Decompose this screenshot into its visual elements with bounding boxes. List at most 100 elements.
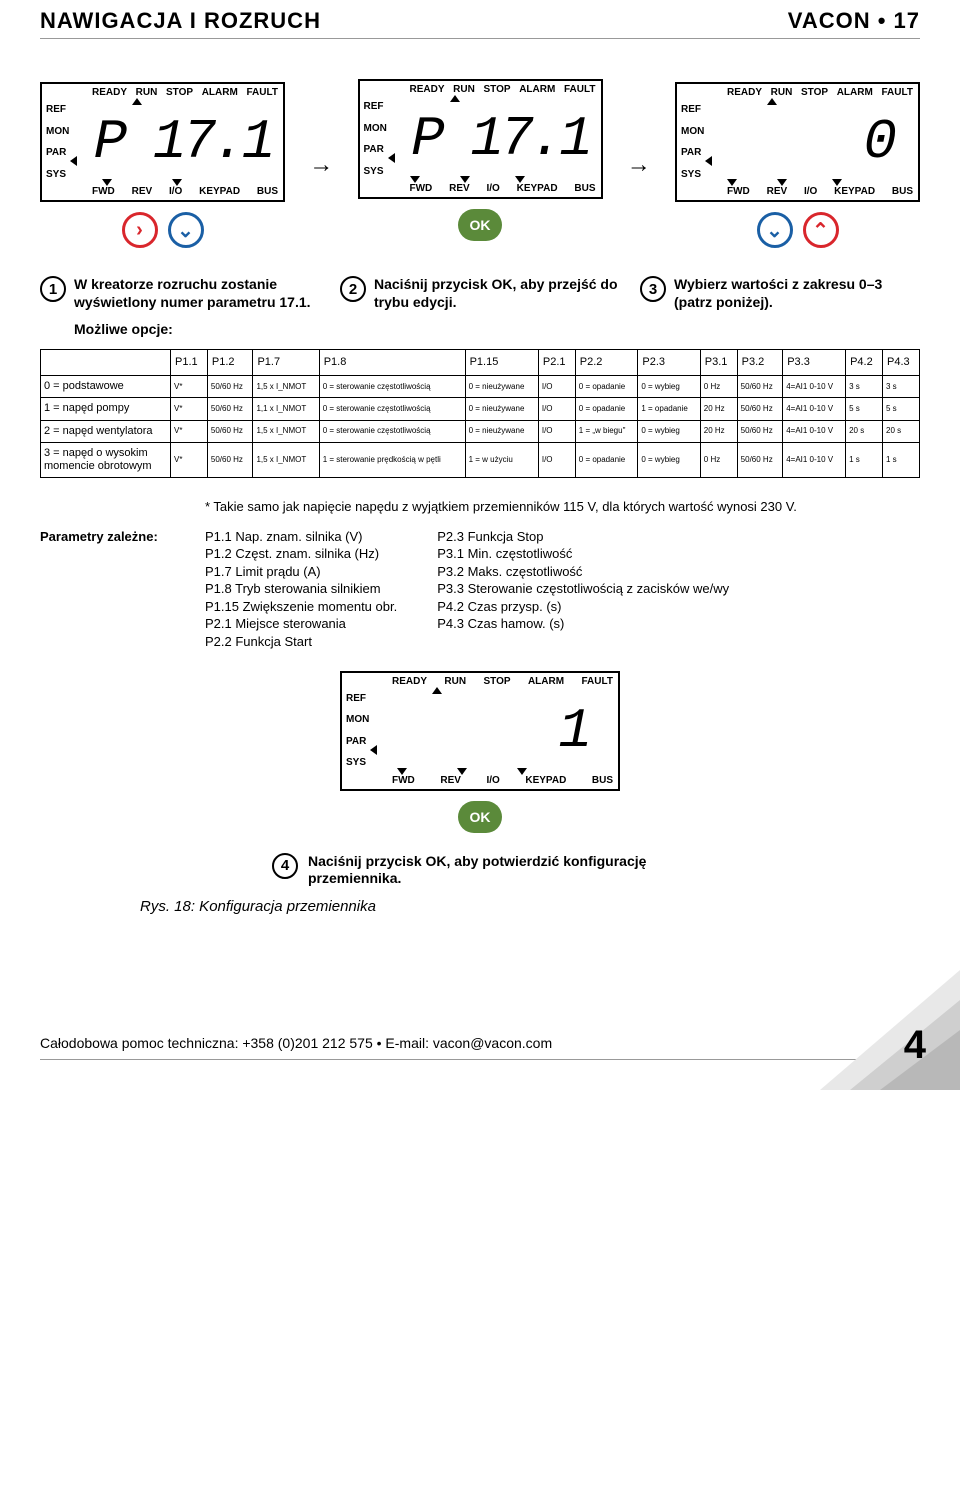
lbl: READY xyxy=(92,87,127,98)
lbl: STOP xyxy=(484,676,511,687)
lbl: MON xyxy=(681,126,704,137)
deps-col-1: P1.1 Nap. znam. silnika (V) P1.2 Częst. … xyxy=(205,528,397,651)
footnote: * Takie samo jak napięcie napędu z wyjąt… xyxy=(205,498,920,516)
step-text: Naciśnij przycisk OK, aby potwierdzić ko… xyxy=(308,853,688,888)
display-2: READY RUN STOP ALARM FAULT REF MON PAR S… xyxy=(358,79,603,251)
lbl: FWD xyxy=(92,186,115,197)
lbl: MON xyxy=(364,123,387,134)
lbl: FAULT xyxy=(881,87,912,98)
lbl: PAR xyxy=(681,147,704,158)
arrow-right-icon: → xyxy=(627,151,651,179)
lbl: RUN xyxy=(444,676,466,687)
deps-label: Parametry zależne: xyxy=(40,528,175,651)
lbl: ALARM xyxy=(519,84,555,95)
page-number: 4 xyxy=(904,1023,926,1068)
step-text: Wybierz wartości z zakresu 0–3 (patrz po… xyxy=(674,276,920,311)
lbl: KEYPAD xyxy=(525,775,566,786)
lbl: BUS xyxy=(574,183,595,194)
lbl: ALARM xyxy=(837,87,873,98)
lbl: REF xyxy=(681,104,704,115)
deps-col-2: P2.3 Funkcja Stop P3.1 Min. częstotliwoś… xyxy=(437,528,729,651)
display-value: P 17.1 xyxy=(410,99,591,179)
lbl: ALARM xyxy=(202,87,238,98)
page-corner: 4 xyxy=(820,970,960,1090)
lbl: REF xyxy=(46,104,69,115)
lbl: STOP xyxy=(801,87,828,98)
display-value: P 17.1 xyxy=(92,102,273,182)
header-left: NAWIGACJA I ROZRUCH xyxy=(40,8,321,34)
lbl: FAULT xyxy=(246,87,277,98)
lbl: BUS xyxy=(892,186,913,197)
lbl: BUS xyxy=(592,775,613,786)
lbl: PAR xyxy=(46,147,69,158)
display-4-wrap: READY RUN STOP ALARM FAULT REF MON PAR S… xyxy=(40,671,920,888)
lbl: REV xyxy=(440,775,461,786)
lbl: ALARM xyxy=(528,676,564,687)
step-badge: 1 xyxy=(40,276,66,302)
table-row: 1 = napęd pompyV*50/60 Hz1,1 x I_NMOT0 =… xyxy=(41,398,920,420)
display-1: READY RUN STOP ALARM FAULT REF MON PAR S… xyxy=(40,82,285,248)
lbl: KEYPAD xyxy=(199,186,240,197)
lbl: FWD xyxy=(410,183,433,194)
lbl: REV xyxy=(449,183,470,194)
params-table: P1.1P1.2P1.7P1.8P1.15P2.1P2.2P2.3P3.1P3.… xyxy=(40,349,920,478)
lbl: FWD xyxy=(727,186,750,197)
displays-row: READY RUN STOP ALARM FAULT REF MON PAR S… xyxy=(40,79,920,251)
chevron-up-icon[interactable]: ⌃ xyxy=(803,212,839,248)
lbl: READY xyxy=(392,676,427,687)
lbl: REF xyxy=(364,101,387,112)
lbl: I/O xyxy=(486,183,499,194)
lbl: RUN xyxy=(771,87,793,98)
lbl: PAR xyxy=(346,736,369,747)
table-header: P1.1P1.2P1.7P1.8P1.15P2.1P2.2P2.3P3.1P3.… xyxy=(41,350,920,376)
table-row: 3 = napęd o wysokim momencie obrotowymV*… xyxy=(41,442,920,477)
lbl: SYS xyxy=(46,169,69,180)
lbl: SYS xyxy=(364,166,387,177)
lbl: RUN xyxy=(136,87,158,98)
step-badge: 2 xyxy=(340,276,366,302)
lbl: REV xyxy=(132,186,153,197)
ok-button[interactable]: OK xyxy=(458,801,502,833)
lbl: REF xyxy=(346,693,369,704)
lbl: MON xyxy=(346,714,369,725)
ok-button[interactable]: OK xyxy=(458,209,502,241)
step-text: W kreatorze rozruchu zostanie wyświetlon… xyxy=(74,276,320,311)
lbl: SYS xyxy=(346,757,369,768)
lbl: REV xyxy=(767,186,788,197)
lbl: I/O xyxy=(486,775,499,786)
lbl: MON xyxy=(46,126,69,137)
table-row: 0 = podstawoweV*50/60 Hz1,5 x I_NMOT0 = … xyxy=(41,376,920,398)
display-value: 1 xyxy=(392,691,608,771)
table-row: 2 = napęd wentylatoraV*50/60 Hz1,5 x I_N… xyxy=(41,420,920,442)
lbl: SYS xyxy=(681,169,704,180)
lbl: I/O xyxy=(804,186,817,197)
lbl: READY xyxy=(727,87,762,98)
lbl: READY xyxy=(410,84,445,95)
chevron-down-icon[interactable]: ⌄ xyxy=(168,212,204,248)
display-value: 0 xyxy=(727,102,908,182)
steps-row: 1 W kreatorze rozruchu zostanie wyświetlo… xyxy=(40,276,920,311)
lbl: FWD xyxy=(392,775,415,786)
header-right: VACON • 17 xyxy=(788,8,920,34)
lbl: RUN xyxy=(453,84,475,95)
display-3: READY RUN STOP ALARM FAULT REF MON PAR S… xyxy=(675,82,920,248)
lbl: KEYPAD xyxy=(517,183,558,194)
lbl: PAR xyxy=(364,144,387,155)
lbl: KEYPAD xyxy=(834,186,875,197)
figure-label: Rys. 18: Konfiguracja przemiennika xyxy=(140,898,920,915)
options-label: Możliwe opcje: xyxy=(74,321,920,337)
lbl: STOP xyxy=(166,87,193,98)
lbl: FAULT xyxy=(581,676,612,687)
deps-block: Parametry zależne: P1.1 Nap. znam. silni… xyxy=(40,528,920,651)
footer: Całodobowa pomoc techniczna: +358 (0)201… xyxy=(40,1035,920,1060)
lbl: I/O xyxy=(169,186,182,197)
chevron-down-icon[interactable]: ⌄ xyxy=(757,212,793,248)
chevron-right-icon[interactable]: › xyxy=(122,212,158,248)
lbl: FAULT xyxy=(564,84,595,95)
step-badge: 3 xyxy=(640,276,666,302)
lbl: BUS xyxy=(257,186,278,197)
step-text: Naciśnij przycisk OK, aby przejść do try… xyxy=(374,276,620,311)
lbl: STOP xyxy=(484,84,511,95)
step-badge: 4 xyxy=(272,853,298,879)
arrow-right-icon: → xyxy=(309,151,333,179)
